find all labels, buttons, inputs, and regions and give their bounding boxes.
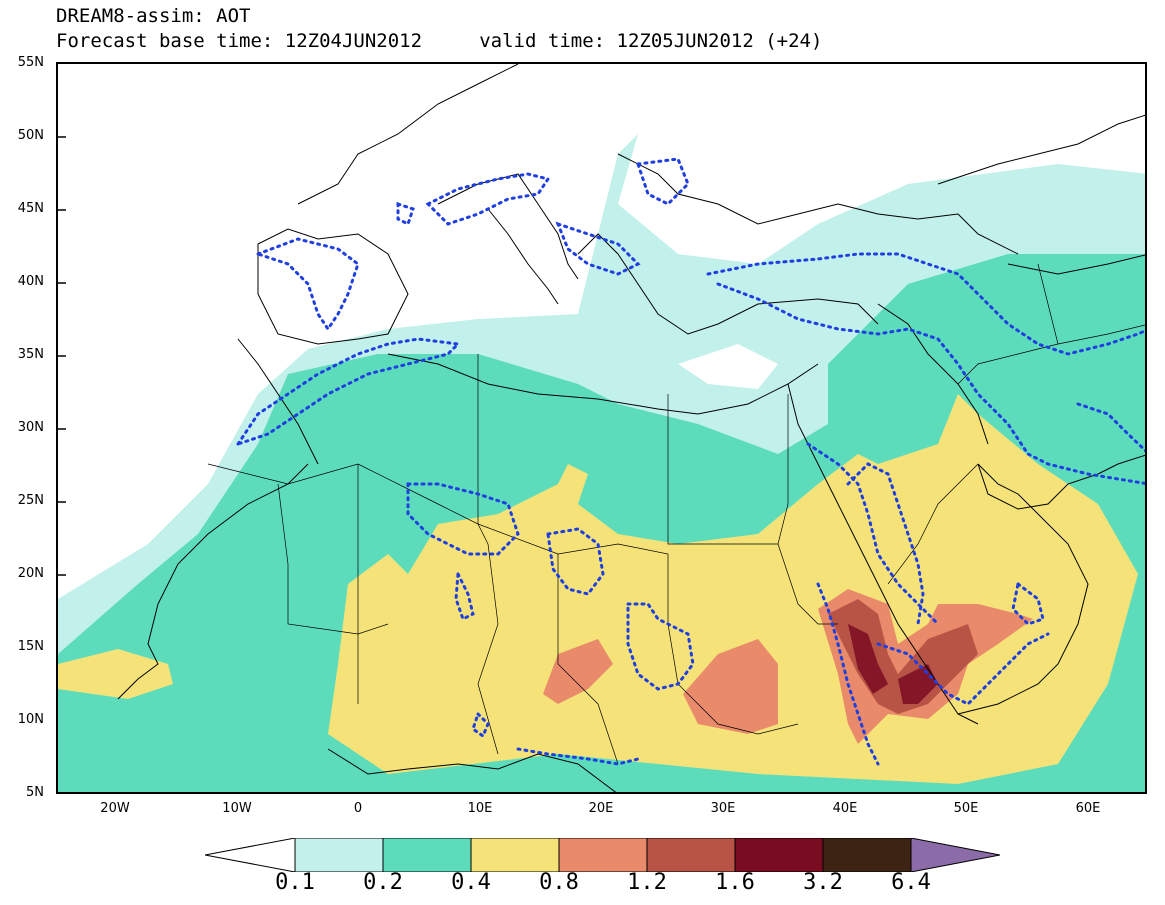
- legend-label-6: 3.2: [803, 870, 843, 895]
- lon-label-20w: 20W: [100, 801, 130, 816]
- lat-label-40n: 40N: [17, 274, 44, 289]
- lat-label-45n: 45N: [17, 201, 44, 216]
- aot-map: [56, 62, 1147, 794]
- coastlines: [117, 64, 1145, 792]
- lon-label-20e: 20E: [588, 801, 614, 816]
- lat-label-50n: 50N: [17, 128, 44, 143]
- legend-label-5: 1.6: [715, 870, 755, 895]
- lat-label-15n: 15N: [17, 639, 44, 654]
- forecast-time-subtitle: Forecast base time: 12Z04JUN2012 valid t…: [56, 30, 823, 52]
- legend-swatch-6: [734, 837, 824, 873]
- aot-clear-med: [678, 344, 778, 389]
- lat-label-20n: 20N: [17, 566, 44, 581]
- lon-label-30e: 30E: [710, 801, 736, 816]
- legend-label-4: 1.2: [627, 870, 667, 895]
- lat-label-5n: 5N: [26, 785, 44, 800]
- legend-label-1: 0.2: [363, 870, 403, 895]
- legend-swatch-4: [558, 837, 648, 873]
- map-title: DREAM8-assim: AOT: [56, 5, 251, 27]
- lat-label-30n: 30N: [17, 420, 44, 435]
- aot-band-0.4-west: [58, 649, 173, 699]
- lon-label-10e: 10E: [467, 801, 493, 816]
- legend-swatch-under: [204, 837, 296, 873]
- legend-swatch-5: [646, 837, 736, 873]
- legend-swatch-7: [822, 837, 912, 873]
- color-legend: [204, 837, 1001, 898]
- lon-label-40e: 40E: [832, 801, 858, 816]
- legend-label-7: 6.4: [891, 870, 931, 895]
- lon-label-60e: 60E: [1075, 801, 1101, 816]
- legend-label-2: 0.4: [451, 870, 491, 895]
- legend-swatch-1: [294, 837, 384, 873]
- aot-band-1.6: [848, 624, 888, 694]
- legend-swatch-3: [470, 837, 560, 873]
- color-legend-bar: [204, 837, 1001, 873]
- aot-band-1.6-b: [898, 664, 938, 704]
- lon-label-50e: 50E: [953, 801, 979, 816]
- lat-label-35n: 35N: [17, 347, 44, 362]
- legend-swatch-over: [910, 837, 1001, 873]
- aot-band-0.8-b: [683, 639, 778, 734]
- lon-label-0: 0: [353, 801, 363, 816]
- aot-band-0.8: [543, 639, 613, 704]
- lon-label-10w: 10W: [222, 801, 252, 816]
- lat-label-25n: 25N: [17, 493, 44, 508]
- aot-map-svg: [58, 64, 1145, 792]
- legend-label-3: 0.8: [539, 870, 579, 895]
- country-borders: [207, 263, 1145, 765]
- lat-label-55n: 55N: [17, 55, 44, 70]
- legend-label-0: 0.1: [275, 870, 315, 895]
- lat-label-10n: 10N: [17, 712, 44, 727]
- aot-dotted-contours: [234, 157, 1145, 766]
- legend-swatch-2: [382, 837, 472, 873]
